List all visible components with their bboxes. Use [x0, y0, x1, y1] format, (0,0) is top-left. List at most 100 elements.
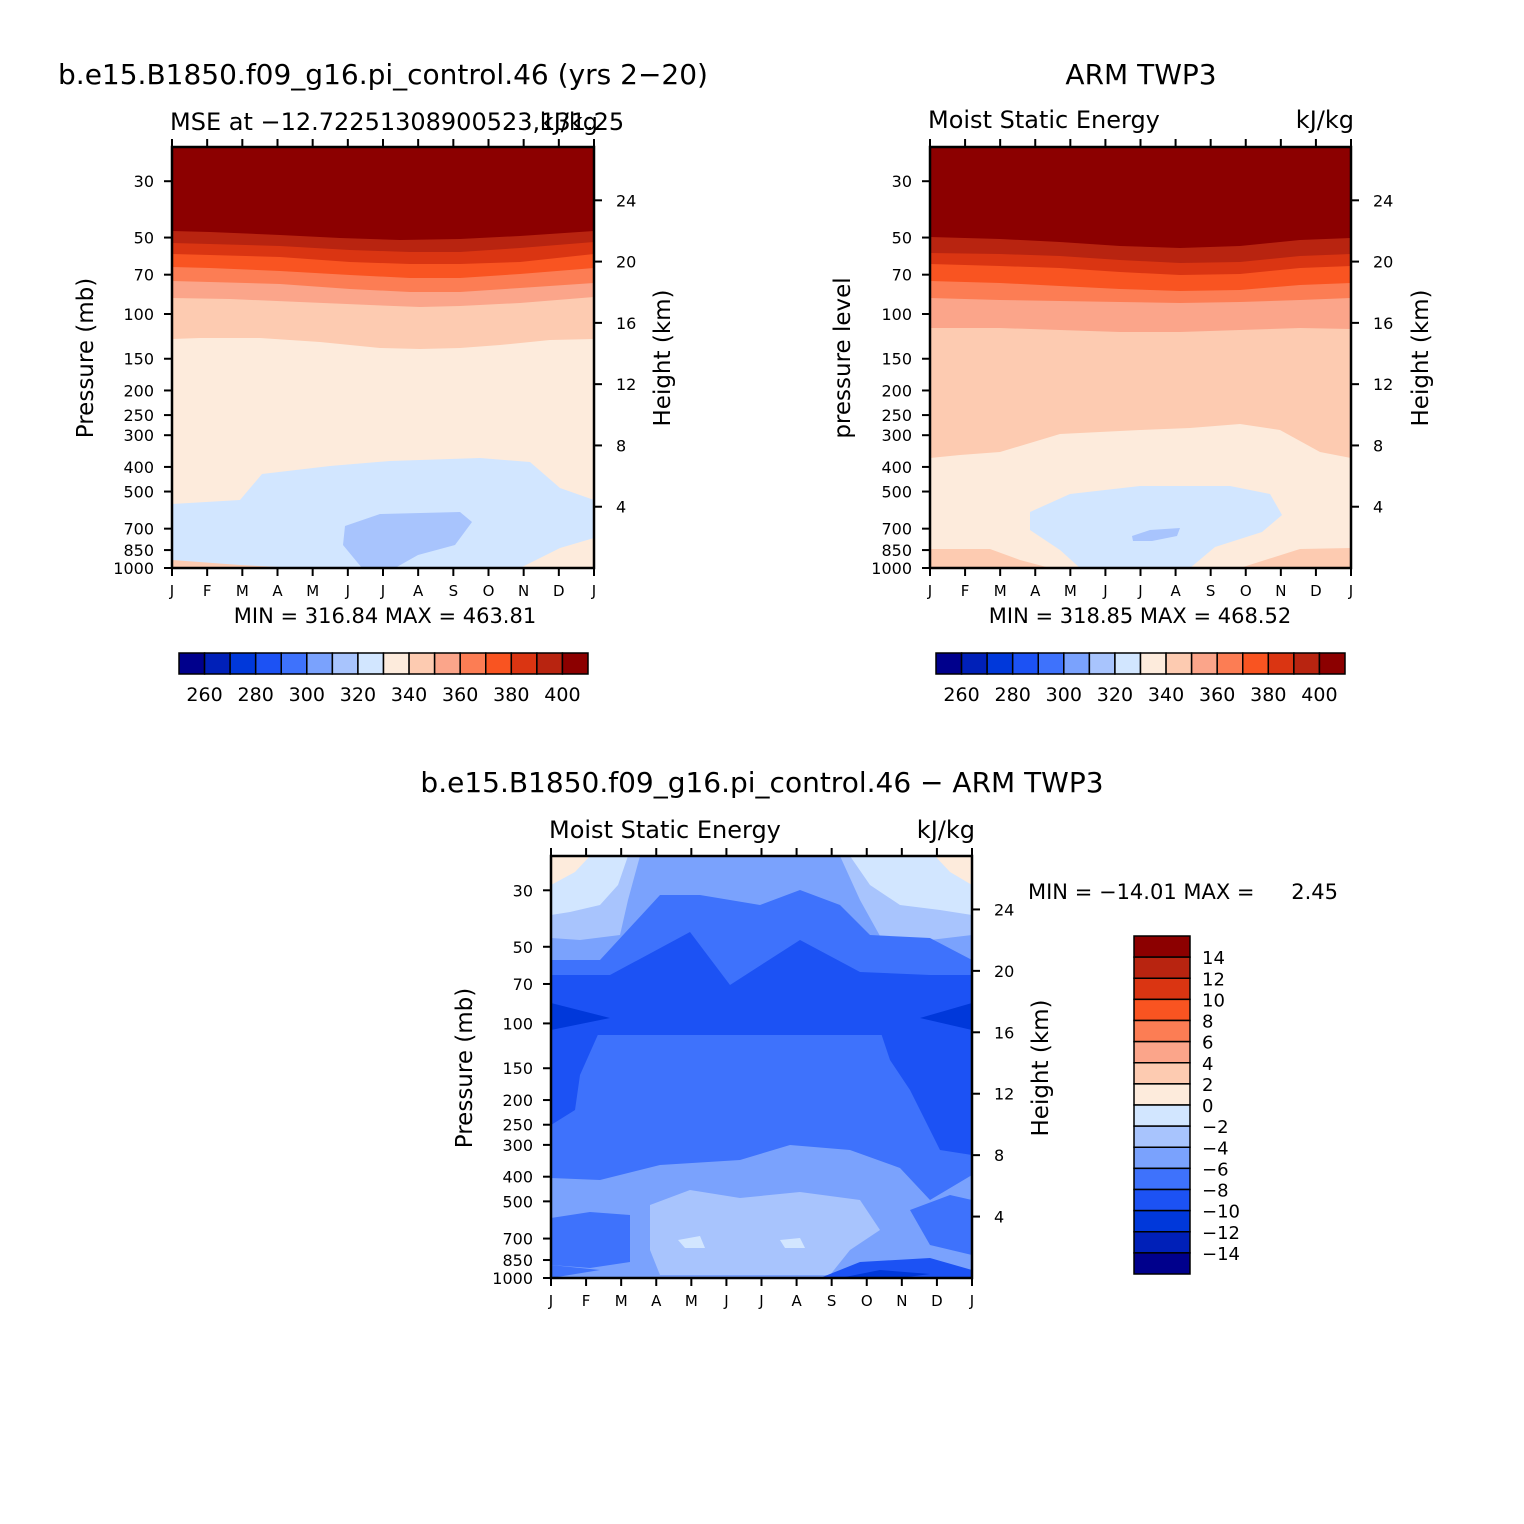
month-tick-label: J: [758, 1292, 763, 1310]
pressure-tick-label: 500: [881, 483, 912, 502]
height-tick-label: 4: [994, 1208, 1004, 1227]
colorbar-swatch: [1133, 956, 1191, 979]
month-tick-label: J: [548, 1292, 553, 1310]
model-contour-surface-right: [520, 538, 594, 568]
colorbar-label: −12: [1202, 1223, 1240, 1244]
pressure-tick-label: 150: [123, 350, 154, 369]
pressure-tick-label: 100: [123, 305, 154, 324]
colorbar-label: 400: [1301, 684, 1337, 706]
diff-contour-neg4-lower: [650, 1190, 880, 1275]
month-tick-label: A: [272, 582, 283, 600]
month-tick-label: J: [723, 1292, 728, 1310]
pressure-tick-label: 300: [881, 426, 912, 445]
colorbar-label: 320: [1097, 684, 1133, 706]
month-tick-label: J: [345, 582, 350, 600]
diff-stats-max: 2.45: [1291, 880, 1338, 904]
obs-ylabel: pressure level: [830, 277, 856, 438]
colorbar-label: 14: [1202, 948, 1225, 969]
model-ylabel-right: Height (km): [650, 289, 676, 426]
height-tick-label: 4: [616, 498, 626, 517]
pressure-tick-label: 250: [502, 1116, 533, 1135]
pressure-tick-label: 250: [123, 406, 154, 425]
obs-stats-text: MIN = 318.85 MAX = 468.52: [989, 604, 1291, 628]
colorbar-swatch: [459, 652, 487, 675]
colorbar-swatch: [1139, 652, 1167, 675]
colorbar-label: 260: [943, 684, 979, 706]
diff-contour-neg8-lower-r: [910, 1195, 972, 1255]
month-tick-label: J: [969, 1292, 974, 1310]
height-tick-label: 24: [1373, 191, 1393, 210]
diff-contour-field: [551, 856, 972, 1278]
colorbar-swatch: [1133, 1252, 1191, 1275]
month-tick-label: N: [518, 582, 529, 600]
pressure-tick-label: 250: [881, 406, 912, 425]
colorbar-label: −2: [1202, 1117, 1229, 1138]
colorbar-swatch: [433, 652, 461, 675]
diff-contour-neg10-upper: [551, 932, 972, 1035]
colorbar-label: 340: [391, 684, 427, 706]
colorbar-label: 280: [995, 684, 1031, 706]
month-tick-label: D: [931, 1292, 943, 1310]
colorbar-swatch: [1133, 1146, 1191, 1170]
colorbar-swatch: [986, 652, 1014, 675]
colorbar-label: 8: [1202, 1012, 1213, 1033]
colorbar-label: 320: [340, 684, 376, 706]
colorbar-swatch: [960, 652, 988, 675]
model-contour-field: [172, 147, 594, 568]
colorbar-swatch: [1242, 652, 1270, 675]
month-tick-label: A: [1170, 582, 1181, 600]
colorbar-swatch: [1133, 1104, 1191, 1127]
colorbar-swatch: [178, 652, 206, 675]
diff-subtitle-left: Moist Static Energy: [549, 816, 781, 844]
diff-stats-label: MIN = −14.01 MAX =: [1028, 880, 1255, 904]
pressure-tick-label: 400: [502, 1168, 533, 1187]
height-tick-label: 8: [616, 436, 626, 455]
colorbar-swatch: [1133, 1083, 1191, 1106]
diff-contour-corner-l: [551, 856, 590, 885]
pressure-tick-label: 30: [892, 172, 912, 191]
month-tick-label: M: [994, 582, 1007, 600]
model-contour-blue: [172, 458, 594, 568]
colorbar-label: −14: [1202, 1244, 1240, 1265]
obs-contour-400: [930, 147, 1351, 248]
model-contour-400: [172, 147, 594, 240]
height-tick-label: 4: [1373, 498, 1383, 517]
height-tick-label: 24: [994, 900, 1014, 919]
colorbar-swatch: [536, 652, 564, 675]
height-tick-label: 16: [616, 314, 636, 333]
diff-contour-neg10-bottom-l: [551, 1265, 600, 1278]
model-colorbar: 260 280 300 320 340 360 380 400: [178, 652, 589, 706]
month-tick-label: A: [413, 582, 424, 600]
month-tick-label: J: [1348, 582, 1353, 600]
model-stats-text: MIN = 316.84 MAX = 463.81: [234, 604, 536, 628]
diff-contour-neg8-lower-l: [551, 1212, 630, 1268]
model-ylabel: Pressure (mb): [73, 278, 99, 438]
colorbar-swatch: [1190, 652, 1218, 675]
colorbar-label: 300: [289, 684, 325, 706]
month-tick-label: J: [1102, 582, 1107, 600]
colorbar-label: 380: [493, 684, 529, 706]
diff-panel: b.e15.B1850.f09_g16.pi_control.46 − ARM …: [420, 766, 1338, 1310]
colorbar-label: 0: [1202, 1096, 1213, 1117]
colorbar-swatch: [280, 652, 308, 675]
colorbar-swatch: [485, 652, 513, 675]
colorbar-swatch: [1318, 652, 1346, 675]
height-tick-label: 20: [1373, 253, 1393, 272]
pressure-tick-label: 700: [123, 520, 154, 539]
obs-colorbar: 260 280 300 320 340 360 380 400: [935, 652, 1346, 706]
height-tick-label: 12: [616, 375, 636, 394]
month-tick-label: A: [1030, 582, 1041, 600]
colorbar-swatch: [1133, 1209, 1191, 1233]
colorbar-label: 360: [1199, 684, 1235, 706]
colorbar-label: 400: [544, 684, 580, 706]
colorbar-label: 300: [1046, 684, 1082, 706]
pressure-tick-label: 50: [892, 229, 912, 248]
diff-contour-neg2-lower: [678, 1236, 805, 1248]
colorbar-swatch: [1133, 1040, 1191, 1064]
obs-subtitle-right: kJ/kg: [1296, 106, 1354, 134]
month-tick-label: S: [449, 582, 459, 600]
height-tick-label: 24: [616, 191, 636, 210]
obs-subtitle-left: Moist Static Energy: [928, 106, 1160, 134]
obs-contour-blue: [1030, 486, 1282, 568]
